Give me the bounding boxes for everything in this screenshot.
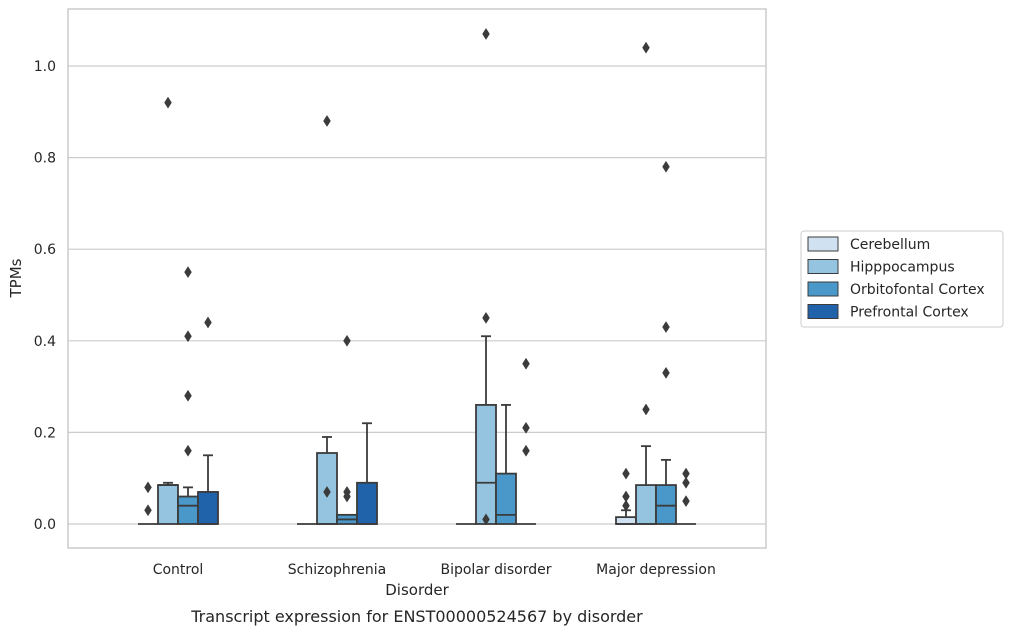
outlier-point bbox=[622, 499, 630, 512]
legend-swatch bbox=[807, 259, 839, 274]
y-tick-label: 0.2 bbox=[34, 425, 56, 441]
y-axis-label: TPMs bbox=[7, 258, 25, 298]
box-cerebellum bbox=[615, 467, 637, 525]
box-orbitofontal-cortex bbox=[177, 266, 199, 525]
legend-swatch bbox=[807, 236, 839, 252]
outlier-point bbox=[144, 504, 152, 517]
outlier-point bbox=[184, 266, 192, 279]
outlier-point bbox=[184, 330, 192, 343]
outlier-point bbox=[482, 513, 490, 526]
box-rect bbox=[635, 484, 657, 525]
legend-label: Hipppocampus bbox=[850, 260, 955, 276]
y-tick-label: 0.8 bbox=[34, 151, 56, 167]
outlier-point bbox=[622, 467, 630, 480]
legend-label: Orbitofontal Cortex bbox=[850, 282, 985, 298]
chart-caption: Transcript expression for ENST0000052456… bbox=[190, 607, 643, 626]
outlier-point bbox=[662, 160, 670, 173]
box-orbitofontal-cortex bbox=[495, 404, 517, 525]
y-tick-label: 0.0 bbox=[34, 517, 56, 533]
box-cerebellum bbox=[138, 481, 158, 525]
box-prefrontal-cortex bbox=[516, 357, 536, 525]
outlier-point bbox=[204, 316, 212, 329]
box-rect bbox=[157, 484, 179, 525]
outlier-point bbox=[662, 366, 670, 379]
outlier-point bbox=[662, 321, 670, 334]
outlier-point bbox=[682, 495, 690, 508]
legend-swatch bbox=[807, 281, 839, 297]
y-axis-ticks: 0.0 0.2 0.4 0.6 0.8 1.0 bbox=[34, 59, 56, 533]
outlier-point bbox=[642, 403, 650, 416]
box-prefrontal-cortex bbox=[356, 422, 378, 525]
box-rect bbox=[197, 491, 219, 525]
box-hipppocampus bbox=[316, 114, 338, 525]
outlier-point bbox=[323, 114, 331, 127]
plot-area bbox=[67, 8, 767, 549]
box-orbitofontal-cortex bbox=[655, 160, 677, 525]
box-orbitofontal-cortex bbox=[336, 334, 358, 525]
box-hipppocampus bbox=[157, 96, 179, 525]
x-axis-ticks: Control Schizophrenia Bipolar disorder Majo… bbox=[153, 562, 716, 578]
y-tick-label: 1.0 bbox=[34, 59, 56, 75]
outlier-point bbox=[323, 485, 331, 498]
outlier-point bbox=[184, 444, 192, 457]
box-prefrontal-cortex bbox=[676, 467, 696, 525]
legend-frame bbox=[800, 230, 1004, 328]
legend-swatch bbox=[807, 304, 839, 319]
box-rect bbox=[177, 495, 199, 525]
outlier-point bbox=[522, 444, 530, 457]
y-tick-label: 0.4 bbox=[34, 334, 56, 350]
outlier-point bbox=[343, 334, 351, 347]
box-hipppocampus bbox=[635, 41, 657, 525]
x-tick-label: Schizophrenia bbox=[288, 562, 386, 578]
outlier-point bbox=[642, 41, 650, 54]
outlier-point bbox=[682, 476, 690, 489]
box-rect bbox=[475, 404, 497, 525]
box-rect bbox=[495, 472, 517, 525]
outlier-point bbox=[522, 357, 530, 370]
x-tick-label: Control bbox=[153, 562, 204, 578]
outlier-point bbox=[482, 27, 490, 40]
box-rect bbox=[655, 484, 677, 525]
outlier-point bbox=[343, 490, 351, 503]
x-tick-label: Bipolar disorder bbox=[440, 562, 551, 578]
outlier-point bbox=[144, 481, 152, 494]
box-hipppocampus bbox=[475, 27, 497, 526]
box-rect bbox=[356, 481, 378, 525]
x-tick-label: Major depression bbox=[596, 562, 716, 578]
outlier-point bbox=[482, 311, 490, 324]
outlier-point bbox=[522, 421, 530, 434]
outlier-point bbox=[184, 389, 192, 402]
legend-label: Prefrontal Cortex bbox=[850, 305, 969, 321]
box-groups bbox=[138, 27, 696, 526]
box-prefrontal-cortex bbox=[197, 316, 219, 525]
y-tick-label: 0.6 bbox=[34, 242, 56, 258]
legend: Cerebellum Hipppocampus Orbitofontal Corte… bbox=[800, 230, 1004, 328]
outlier-point bbox=[164, 96, 172, 109]
legend-label: Cerebellum bbox=[850, 237, 930, 253]
box-rect bbox=[615, 516, 637, 525]
x-axis-label: Disorder bbox=[385, 581, 449, 599]
